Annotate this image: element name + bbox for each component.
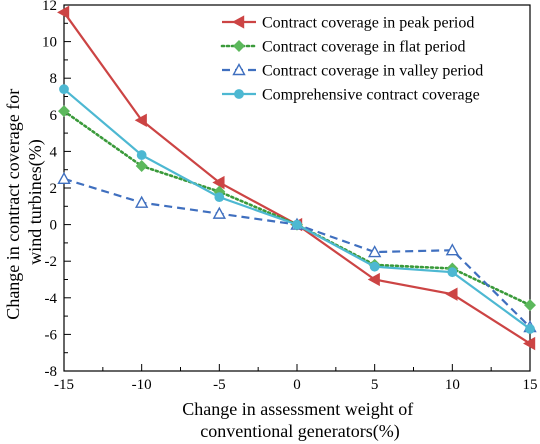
data-point: [367, 245, 382, 258]
y-tick-label-12: 12: [42, 0, 57, 14]
data-point: [525, 324, 535, 334]
data-point: [445, 287, 458, 301]
y-tick-label-6: 6: [50, 108, 58, 124]
series-line: [62, 109, 532, 307]
data-point: [292, 219, 302, 230]
series-1: [57, 5, 536, 351]
y-axis-label-line-2: wind turbines(%): [25, 139, 46, 264]
y-tick-label-neg6: -6: [45, 327, 58, 343]
data-point: [367, 272, 380, 287]
legend-label: Comprehensive contract coverage: [262, 87, 480, 104]
legend-item-1: Contract coverage in peak period: [222, 15, 474, 32]
y-tick-label-8: 8: [50, 71, 58, 87]
legend-item-3: Contract coverage in valley period: [222, 63, 483, 80]
data-point: [57, 171, 71, 185]
legend-label: Contract coverage in valley period: [262, 63, 483, 80]
x-tick-label-neg15: -15: [54, 377, 74, 393]
legend-label: Contract coverage in peak period: [262, 15, 474, 32]
x-axis-label: Change in assessment weight of conventio…: [182, 399, 417, 442]
y-axis-label: Change in contract coverage for wind tur…: [3, 84, 46, 319]
y-axis-label-line-1: Change in contract coverage for: [3, 89, 23, 320]
y-tick-label-2: 2: [50, 181, 58, 197]
series-line: [63, 177, 531, 328]
data-point: [58, 105, 70, 118]
data-point: [134, 113, 147, 127]
y-tick-label-10: 10: [42, 35, 57, 51]
x-tick-label-neg10: -10: [132, 377, 152, 393]
data-point: [57, 5, 70, 20]
data-point: [447, 267, 458, 278]
series-line: [63, 88, 531, 330]
legend-swatch-marker: [233, 40, 245, 52]
legend-swatch-marker: [232, 15, 245, 29]
y-tick-label-neg2: -2: [45, 254, 58, 270]
plot-area: -15 -10 -5 0 5 10 15 -8 -6 -4 -2 0 2 4 6 8 10 12: [42, 0, 538, 393]
data-point: [369, 261, 380, 272]
series-4: [59, 84, 535, 334]
x-axis-label-line-1: Change in assessment weight of: [182, 399, 413, 419]
x-tick-label-0: 0: [293, 377, 301, 393]
legend-swatch-marker: [234, 89, 244, 99]
plot-frame: [63, 4, 531, 372]
legend: Contract coverage in peak period Contract…: [220, 15, 483, 104]
data-point: [135, 160, 148, 173]
legend-label: Contract coverage in flat period: [262, 39, 465, 56]
legend-item-2: Contract coverage in flat period: [220, 39, 465, 56]
data-point: [524, 299, 536, 312]
y-tick-label-neg4: -4: [45, 291, 58, 307]
y-tick-label-4: 4: [50, 144, 58, 160]
data-point: [59, 84, 69, 95]
data-point: [136, 150, 147, 160]
x-tick-label-neg5: -5: [213, 377, 226, 393]
data-point: [212, 206, 227, 219]
data-point: [523, 336, 536, 351]
x-tick-label-15: 15: [523, 377, 538, 393]
legend-swatch-marker: [232, 63, 246, 76]
y-tick-label-0: 0: [50, 218, 58, 234]
data-point: [212, 175, 225, 190]
legend-item-4: Comprehensive contract coverage: [222, 87, 480, 104]
x-tick-label-5: 5: [371, 377, 379, 393]
series-layer: [57, 5, 537, 351]
data-point: [214, 192, 225, 203]
series-3: [57, 171, 537, 333]
x-axis-label-line-2: conventional generators(%): [200, 421, 399, 442]
x-tick-label-10: 10: [445, 377, 460, 393]
y-tick-label-neg8: -8: [45, 364, 58, 380]
data-point: [445, 243, 460, 256]
data-point: [134, 195, 149, 208]
